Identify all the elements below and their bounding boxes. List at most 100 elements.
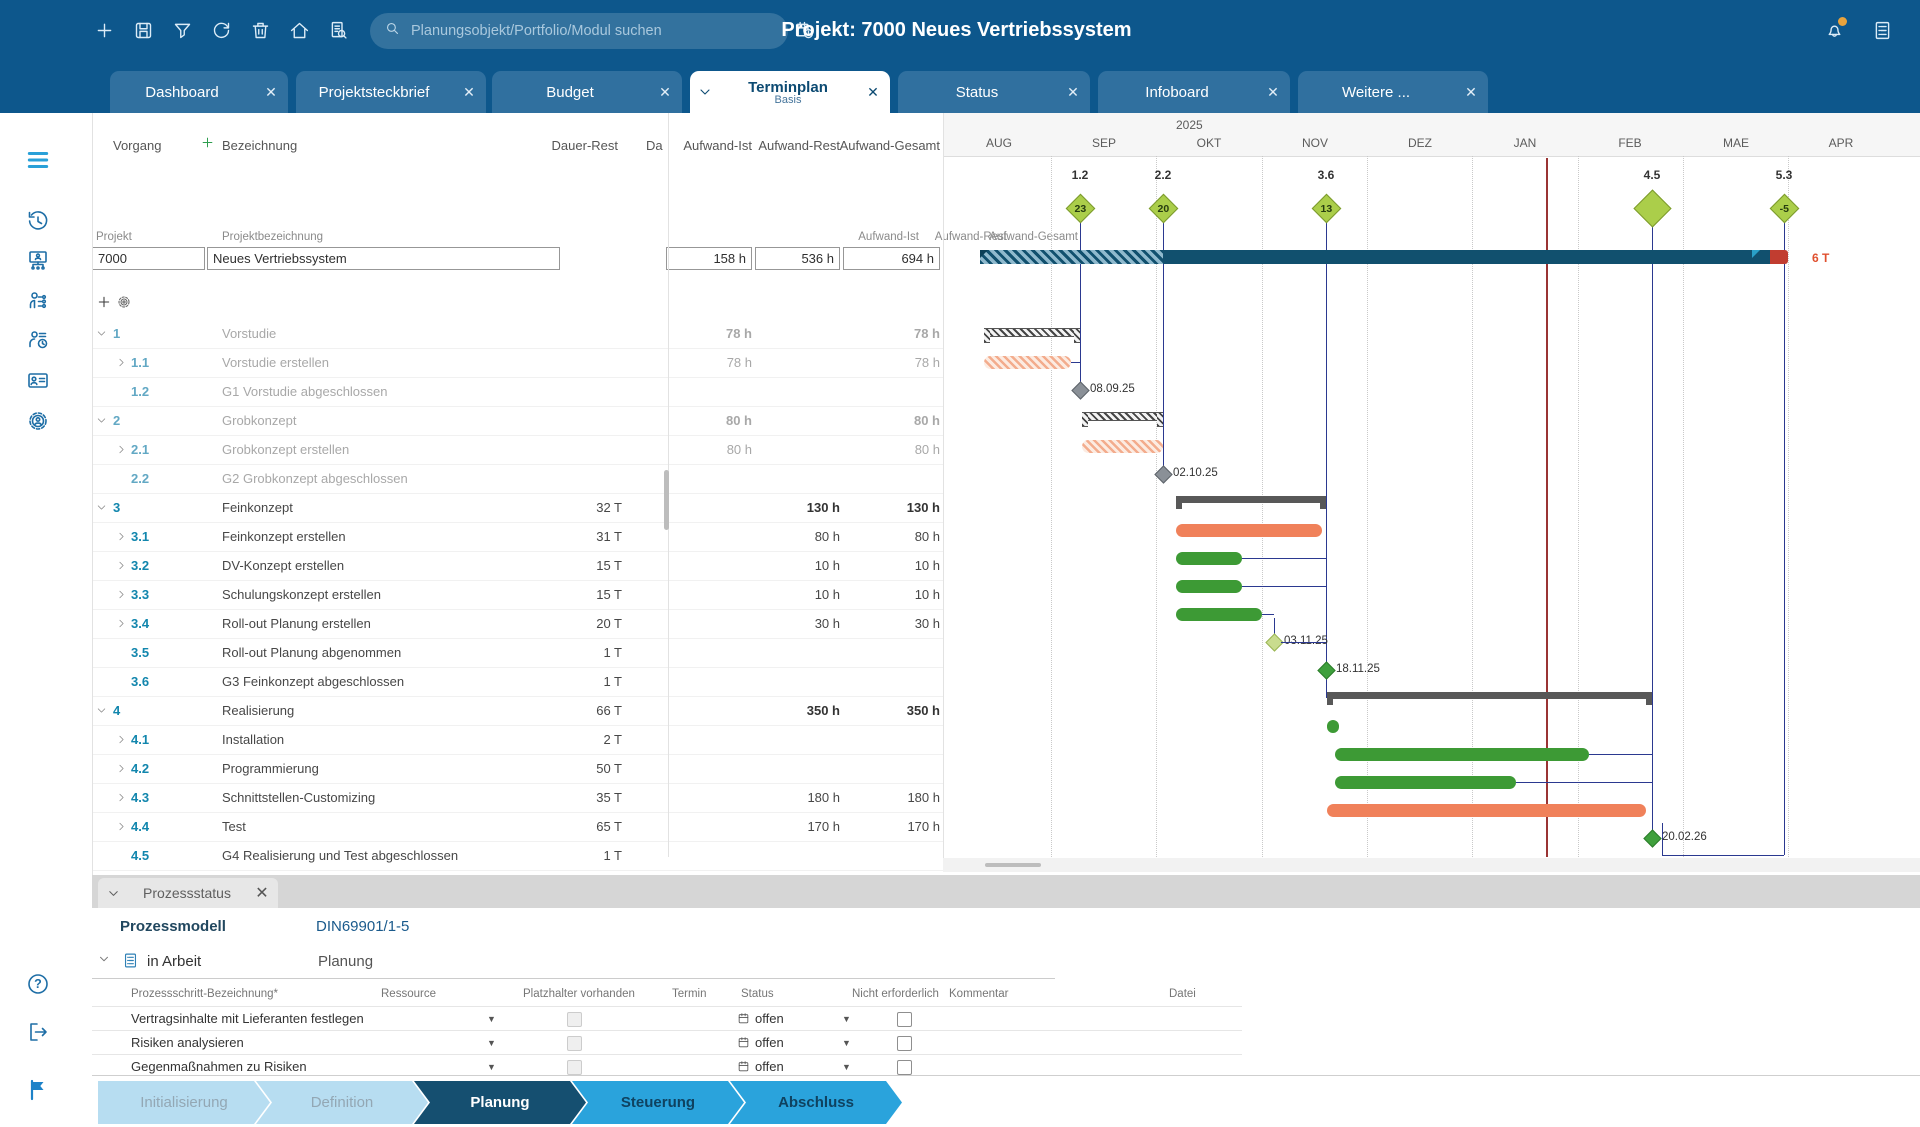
milestone-diamond-1.2[interactable]: 23	[1065, 193, 1095, 223]
gantt-milestone[interactable]	[1316, 660, 1336, 680]
table-row-1.2[interactable]: 1.2 G1 Vorstudie abgeschlossen	[92, 378, 943, 407]
milestone-diamond-3.6[interactable]: 13	[1311, 193, 1341, 223]
table-row-3.6[interactable]: 3.6 G3 Feinkonzept abgeschlossen 1 T	[92, 668, 943, 697]
resource-dropdown-icon[interactable]: ▼	[487, 1062, 496, 1072]
calendar-clock-icon[interactable]	[788, 15, 820, 47]
process-group-state[interactable]: in Arbeit	[147, 953, 202, 970]
table-row-4[interactable]: 4 Realisierung 66 T 350 h 350 h	[92, 697, 943, 726]
not-required-checkbox[interactable]	[897, 1060, 912, 1075]
table-row-2.2[interactable]: 2.2 G2 Grobkonzept abgeschlossen	[92, 465, 943, 494]
gear-icon[interactable]	[116, 294, 132, 315]
gantt-milestone[interactable]	[1070, 380, 1090, 400]
gantt-bar[interactable]	[1327, 804, 1646, 817]
table-row-4.5[interactable]: 4.5 G4 Realisierung und Test abgeschlosse…	[92, 842, 943, 871]
gantt-bar[interactable]	[1327, 720, 1339, 733]
help-icon[interactable]: ?	[25, 971, 51, 997]
chevron-right-icon[interactable]	[115, 791, 128, 809]
process-status-tab[interactable]: Prozessstatus ✕	[98, 878, 278, 908]
column-header[interactable]: Aufwand-Ist	[683, 138, 752, 153]
chevron-down-icon[interactable]	[690, 84, 720, 100]
gantt-bar[interactable]	[1176, 552, 1242, 565]
project-id-field[interactable]: 7000	[92, 247, 205, 270]
phase-chevron-steuerung[interactable]: Steuerung	[572, 1081, 744, 1124]
gantt-bar[interactable]	[1176, 524, 1322, 537]
close-icon[interactable]: ✕	[659, 83, 671, 100]
gantt-bar[interactable]	[1176, 580, 1242, 593]
not-required-checkbox[interactable]	[897, 1036, 912, 1051]
table-row-4.2[interactable]: 4.2 Programmierung 50 T	[92, 755, 943, 784]
calendar-icon[interactable]	[737, 1012, 749, 1024]
table-row-3[interactable]: 3 Feinkonzept 32 T 130 h 130 h	[92, 494, 943, 523]
add-task-icon[interactable]	[200, 135, 215, 155]
status-value[interactable]: offen	[755, 1059, 784, 1074]
tab-infoboard[interactable]: Infoboard ✕	[1098, 71, 1290, 113]
gantt-milestone[interactable]	[1642, 828, 1662, 848]
summary-bar[interactable]	[984, 328, 1080, 337]
process-column-header[interactable]: Ressource	[381, 988, 436, 1000]
settings-icon[interactable]	[25, 408, 51, 434]
tab-weitere-[interactable]: Weitere ... ✕	[1298, 71, 1488, 113]
table-row-4.3[interactable]: 4.3 Schnittstellen-Customizing 35 T 180 h 18…	[92, 784, 943, 813]
chevron-down-icon[interactable]	[98, 886, 128, 901]
process-column-header[interactable]: Prozessschritt-Bezeichnung*	[131, 988, 279, 1000]
status-dropdown-icon[interactable]: ▼	[842, 1038, 851, 1048]
chevron-right-icon[interactable]	[115, 443, 128, 461]
table-row-3.4[interactable]: 3.4 Roll-out Planung erstellen 20 T 30 h 30 …	[92, 610, 943, 639]
process-column-header[interactable]: Nicht erforderlich	[852, 988, 939, 1000]
project-effort-total[interactable]: 694 h	[843, 247, 940, 270]
table-row-2.1[interactable]: 2.1 Grobkonzept erstellen 80 h 80 h	[92, 436, 943, 465]
close-icon[interactable]: ✕	[255, 885, 269, 902]
chevron-right-icon[interactable]	[115, 588, 128, 606]
add-icon[interactable]	[88, 15, 120, 47]
scrollbar-thumb[interactable]	[985, 863, 1041, 867]
close-icon[interactable]: ✕	[265, 83, 277, 100]
column-header[interactable]: Dauer-Rest	[551, 138, 618, 153]
chevron-right-icon[interactable]	[115, 617, 128, 635]
project-bar-actual[interactable]	[980, 250, 1163, 264]
global-search[interactable]	[370, 12, 788, 49]
tab-projektsteckbrief[interactable]: Projektsteckbrief ✕	[296, 71, 486, 113]
not-required-checkbox[interactable]	[897, 1012, 912, 1027]
process-column-header[interactable]: Platzhalter vorhanden	[523, 988, 635, 1000]
status-value[interactable]: offen	[755, 1035, 784, 1050]
calendar-icon[interactable]	[737, 1036, 749, 1048]
phase-chevron-initialisierung[interactable]: Initialisierung	[98, 1081, 270, 1124]
gantt-bar[interactable]	[1335, 776, 1516, 789]
contacts-icon[interactable]	[25, 367, 51, 393]
resources-icon[interactable]	[25, 288, 51, 314]
notifications-bell-icon[interactable]	[1818, 15, 1850, 47]
refresh-icon[interactable]	[205, 15, 237, 47]
close-icon[interactable]: ✕	[867, 83, 879, 100]
project-effort-actual[interactable]: 158 h	[666, 247, 752, 270]
logout-icon[interactable]	[25, 1019, 51, 1045]
table-row-3.1[interactable]: 3.1 Feinkonzept erstellen 31 T 80 h 80 h	[92, 523, 943, 552]
save-icon[interactable]	[127, 15, 159, 47]
tab-dashboard[interactable]: Dashboard ✕	[110, 71, 288, 113]
table-row-1.1[interactable]: 1.1 Vorstudie erstellen 78 h 78 h	[92, 349, 943, 378]
status-value[interactable]: offen	[755, 1011, 784, 1026]
process-column-header[interactable]: Kommentar	[949, 988, 1009, 1000]
summary-bar[interactable]	[1327, 692, 1652, 699]
milestone-diamond-2.2[interactable]: 20	[1148, 193, 1178, 223]
column-header[interactable]: Aufwand-Rest	[758, 138, 840, 153]
gantt-bar[interactable]	[1082, 440, 1163, 453]
chevron-right-icon[interactable]	[115, 559, 128, 577]
chevron-down-icon[interactable]	[95, 501, 108, 519]
column-header[interactable]: Bezeichnung	[222, 138, 298, 153]
column-header[interactable]: Vorgang	[113, 138, 162, 153]
chevron-down-icon[interactable]	[95, 414, 108, 432]
resource-dropdown-icon[interactable]: ▼	[487, 1038, 496, 1048]
resource-dropdown-icon[interactable]: ▼	[487, 1014, 496, 1024]
table-row-2[interactable]: 2 Grobkonzept 80 h 80 h	[92, 407, 943, 436]
filter-icon[interactable]	[166, 15, 198, 47]
chevron-right-icon[interactable]	[115, 733, 128, 751]
table-row-1[interactable]: 1 Vorstudie 78 h 78 h	[92, 320, 943, 349]
calendar-icon[interactable]	[737, 1060, 749, 1072]
process-column-header[interactable]: Datei	[1169, 988, 1196, 1000]
process-row[interactable]: Gegenmaßnahmen zu Risiken ▼ offen ▼	[92, 1054, 1242, 1079]
chevron-right-icon[interactable]	[115, 762, 128, 780]
chevron-down-icon[interactable]	[95, 704, 108, 722]
table-row-3.5[interactable]: 3.5 Roll-out Planung abgenommen 1 T	[92, 639, 943, 668]
project-bar-planned[interactable]	[1163, 250, 1770, 264]
chevron-right-icon[interactable]	[115, 820, 128, 838]
